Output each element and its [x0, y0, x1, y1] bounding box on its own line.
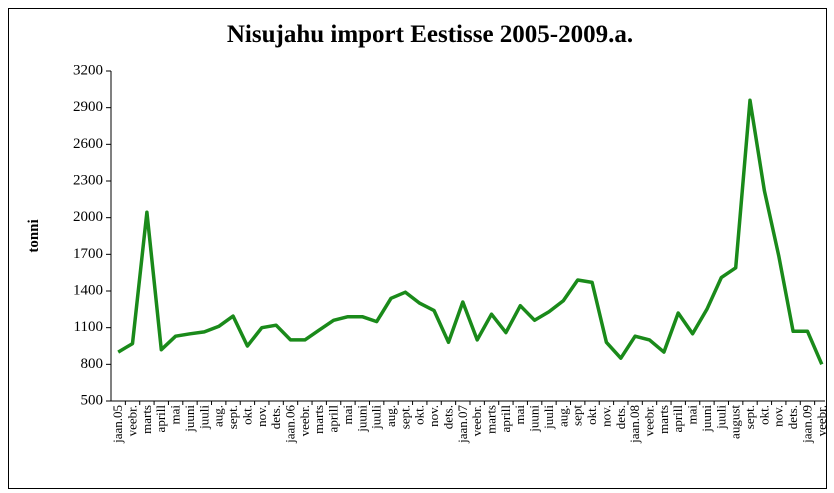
x-tick-label: juuni	[527, 405, 542, 433]
x-tick-label: juuli	[196, 405, 211, 430]
x-tick-label: veebr.	[814, 405, 829, 436]
x-tick-label: okt.	[756, 405, 771, 425]
x-tick-label: veebr.	[297, 405, 312, 436]
x-tick-label: jaan.06	[282, 405, 297, 444]
x-tick-label: marts	[139, 405, 154, 434]
x-tick-label: mai	[168, 405, 183, 425]
y-tick-label: 2900	[73, 99, 103, 115]
x-tick-label: sept.	[225, 405, 240, 429]
chart-border	[8, 8, 827, 489]
x-tick-label: jaan.09	[799, 405, 814, 444]
x-tick-label: marts	[484, 405, 499, 434]
y-tick-label: 2300	[73, 172, 103, 188]
y-tick-label: 1700	[73, 246, 103, 262]
x-tick-label: aprill	[326, 405, 341, 433]
chart-title: Nisujahu import Eestisse 2005-2009.a.	[227, 21, 633, 48]
x-tick-label: jaan.05	[110, 405, 125, 444]
x-tick-label: veebr.	[469, 405, 484, 436]
y-tick-label: 1400	[73, 282, 103, 298]
x-tick-label: marts	[311, 405, 326, 434]
x-tick-label: juuli	[369, 405, 384, 430]
x-tick-label: sept.	[742, 405, 757, 429]
x-tick-label: august	[728, 405, 743, 439]
x-tick-label: dets.	[268, 405, 283, 429]
x-tick-label: aug.	[211, 405, 226, 427]
x-tick-label: mai	[685, 405, 700, 425]
x-tick-label: sept	[570, 405, 585, 426]
x-tick-label: aug.	[383, 405, 398, 427]
x-tick-label: nov.	[598, 405, 613, 427]
x-tick-label: juuni	[182, 405, 197, 433]
x-tick-label: marts	[656, 405, 671, 434]
data-line	[117, 98, 824, 365]
x-tick-label: veebr.	[125, 405, 140, 436]
x-tick-label: aprill	[153, 405, 168, 433]
y-tick-label: 500	[81, 392, 104, 408]
x-tick-label: mai	[512, 405, 527, 425]
x-tick-label: aprill	[498, 405, 513, 433]
x-tick-label: jaan.08	[627, 405, 642, 444]
x-tick-label: mai	[340, 405, 355, 425]
y-tick-label: 3200	[73, 62, 103, 78]
x-tick-label: aprill	[670, 405, 685, 433]
x-tick-label: okt.	[412, 405, 427, 425]
y-tick-label: 1100	[74, 319, 103, 335]
y-tick-label: 2000	[73, 209, 103, 225]
x-tick-label: nov.	[771, 405, 786, 427]
x-tick-label: dets.	[440, 405, 455, 429]
x-tick-label: aug.	[555, 405, 570, 427]
x-tick-label: nov.	[426, 405, 441, 427]
x-tick-label: nov.	[254, 405, 269, 427]
y-axis-label: tonni	[26, 219, 42, 252]
x-tick-label: okt.	[584, 405, 599, 425]
y-tick-label: 2600	[73, 136, 103, 152]
x-tick-label: veebr.	[641, 405, 656, 436]
x-tick-label: okt.	[239, 405, 254, 425]
x-tick-label: sept.	[397, 405, 412, 429]
x-tick-label: jaan.07	[455, 405, 470, 444]
x-tick-label: dets.	[613, 405, 628, 429]
x-tick-label: juuli	[541, 405, 556, 430]
y-tick-label: 800	[81, 356, 104, 372]
x-tick-label: juuni	[699, 405, 714, 433]
x-tick-label: juuli	[713, 405, 728, 430]
x-tick-label: dets.	[785, 405, 800, 429]
x-tick-label: juuni	[354, 405, 369, 433]
